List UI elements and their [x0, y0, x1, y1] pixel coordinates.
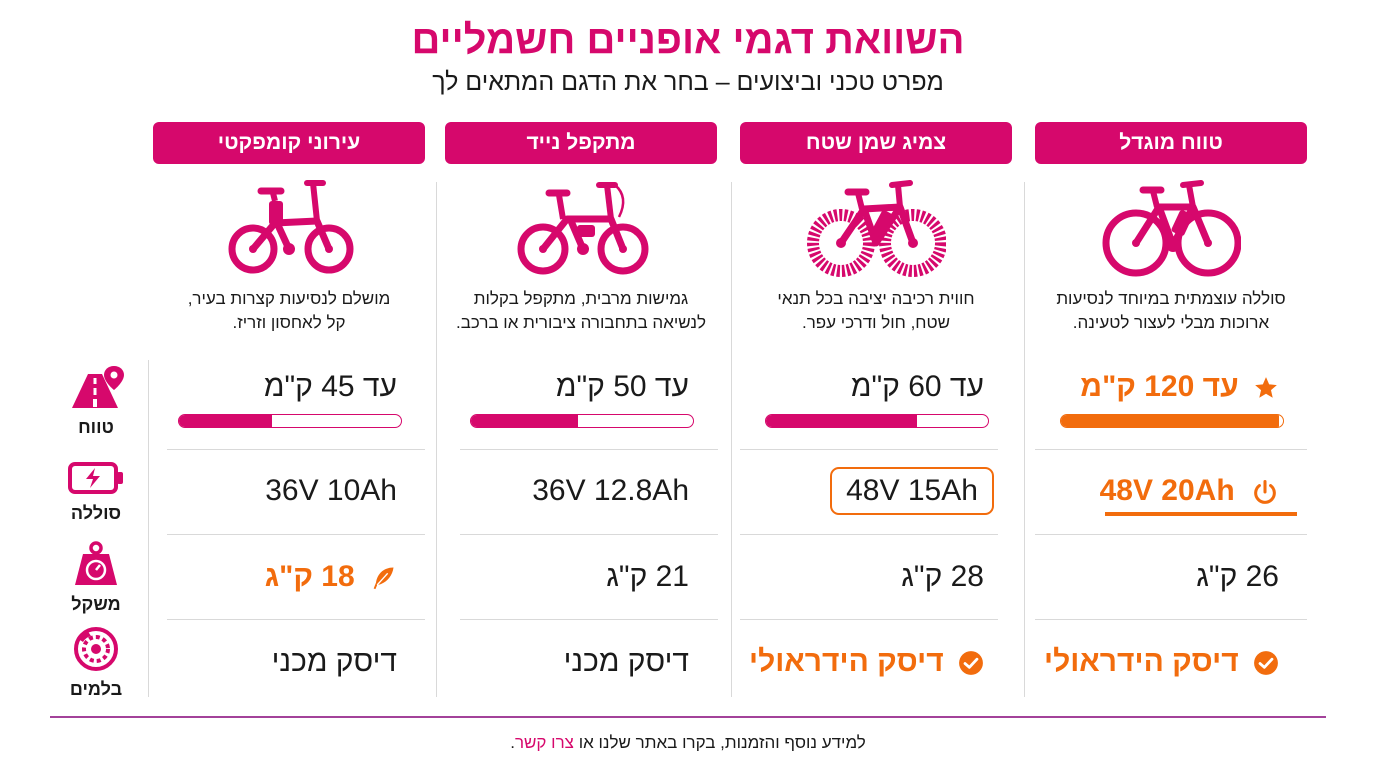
- row-divider: [460, 619, 718, 620]
- battery-text: 48V 20Ah: [1099, 474, 1235, 507]
- brakes-value: דיסק מכני: [271, 645, 397, 678]
- model-header: עירוני קומפקטי: [153, 122, 425, 164]
- row-divider: [740, 534, 998, 535]
- row-divider: [1035, 619, 1307, 620]
- row-divider: [167, 619, 425, 620]
- brake-disc-icon: [74, 627, 118, 671]
- row-divider: [1035, 534, 1307, 535]
- contact-link[interactable]: צרו קשר: [514, 733, 574, 752]
- road-pin-icon: [72, 366, 124, 408]
- weight-text: 18 ק"ג: [264, 560, 355, 593]
- row-label-text: בלמים: [69, 679, 123, 699]
- brakes-value: דיסק הידראולי: [740, 645, 1012, 679]
- page-title: השוואת דגמי אופניים חשמליים: [411, 18, 965, 62]
- description-line: ארוכות מבלי לעצור לטעינה.: [1072, 313, 1270, 332]
- range-value: עד 50 ק"מ: [555, 370, 689, 403]
- row-label-text: משקל: [71, 594, 121, 614]
- model-header: צמיג שמן שטח: [740, 122, 1012, 164]
- description-line: קל לאחסון וזריז.: [232, 313, 346, 332]
- model-description: גמישות מרבית, מתקפל בקלות לנשיאה בתחבורה…: [451, 287, 711, 335]
- row-divider: [167, 449, 425, 450]
- row-divider: [167, 534, 425, 535]
- row-divider: [460, 449, 718, 450]
- description-line: לנשיאה בתחבורה ציבורית או ברכב.: [456, 313, 706, 332]
- weight-value: 26 ק"ג: [1196, 560, 1279, 593]
- model-description: חווית רכיבה יציבה בכל תנאי שטח, חול ודרכ…: [746, 287, 1006, 335]
- battery-icon: [68, 462, 123, 494]
- model-header: טווח מוגדל: [1035, 122, 1307, 164]
- footer-text: למידע נוסף והזמנות, בקרו באתר שלנו או: [578, 733, 866, 752]
- check-circle-icon: [959, 651, 983, 675]
- range-text: עד 120 ק"מ: [1080, 370, 1239, 403]
- brakes-text: דיסק הידראולי: [749, 645, 944, 678]
- row-label-weight: משקל: [64, 541, 128, 615]
- description-line: שטח, חול ודרכי עפר.: [801, 313, 951, 332]
- column-separator: [1024, 182, 1025, 697]
- range-bar-fill: [766, 415, 917, 427]
- page-subtitle: מפרט טכני וביצועים – בחר את הדגם המתאים …: [432, 68, 944, 96]
- check-circle-icon: [1254, 651, 1278, 675]
- weight-value: 21 ק"ג: [606, 560, 689, 593]
- row-label-range: טווח: [64, 364, 128, 438]
- battery-value: 48V 20Ah: [1035, 474, 1307, 508]
- brakes-text: דיסק הידראולי: [1044, 645, 1239, 678]
- range-bar: [1060, 414, 1284, 428]
- description-line: חווית רכיבה יציבה בכל תנאי: [777, 289, 975, 308]
- range-value: עד 60 ק"מ: [850, 370, 984, 403]
- brakes-value: דיסק הידראולי: [1035, 645, 1307, 679]
- range-bar-fill: [471, 415, 578, 427]
- description-line: מושלם לנסיעות קצרות בעיר,: [187, 289, 391, 308]
- bike-icon: [228, 180, 354, 274]
- range-bar-fill: [179, 415, 273, 427]
- range-bar: [470, 414, 694, 428]
- model-description: מושלם לנסיעות קצרות בעיר, קל לאחסון וזרי…: [159, 287, 419, 335]
- column-separator: [436, 182, 437, 697]
- weight-value: 28 ק"ג: [901, 560, 984, 593]
- column-separator: [731, 182, 732, 697]
- row-divider: [740, 619, 998, 620]
- bike-icon: [517, 182, 649, 275]
- row-divider: [740, 449, 998, 450]
- weight-icon: [75, 541, 117, 585]
- description-line: סוללה עוצמתית במיוחד לנסיעות: [1056, 289, 1286, 308]
- power-icon: [1254, 480, 1276, 504]
- battery-highlight-underline: [1105, 512, 1297, 516]
- row-label-battery: סוללה: [64, 460, 128, 524]
- row-divider: [460, 534, 718, 535]
- description-line: גמישות מרבית, מתקפל בקלות: [473, 289, 689, 308]
- battery-value: 36V 10Ah: [265, 474, 397, 507]
- model-column-folding: מתקפל נייד גמישות מרבית, מתקפל בקלות לנש…: [445, 122, 718, 697]
- range-bar: [178, 414, 402, 428]
- model-header: מתקפל נייד: [445, 122, 717, 164]
- model-column-extended-range: טווח מוגדל סוללה עוצמתית במיוחד לנסיעות …: [1035, 122, 1307, 697]
- range-value: עד 45 ק"מ: [263, 370, 397, 403]
- footer-divider: [50, 716, 1326, 718]
- footer-note: למידע נוסף והזמנות, בקרו באתר שלנו או צר…: [0, 733, 1376, 753]
- weight-value: 18 ק"ג: [153, 560, 425, 594]
- model-column-fat-tire: צמיג שמן שטח חווית רכיבה יציבה בכל תנאי …: [740, 122, 1012, 697]
- column-separator: [148, 360, 149, 697]
- row-label-brakes: בלמים: [64, 626, 128, 700]
- range-bar: [765, 414, 989, 428]
- range-bar-fill: [1061, 415, 1279, 427]
- battery-value: 36V 12.8Ah: [532, 474, 689, 507]
- row-label-text: סוללה: [70, 503, 122, 523]
- star-icon: [1255, 377, 1277, 398]
- range-value: עד 120 ק"מ: [1035, 370, 1307, 404]
- brakes-value: דיסק מכני: [563, 645, 689, 678]
- footer-end: .: [510, 733, 515, 752]
- feather-icon: [373, 567, 394, 590]
- battery-value: 48V 15Ah: [830, 467, 994, 515]
- bike-icon: [1102, 180, 1241, 277]
- model-description: סוללה עוצמתית במיוחד לנסיעות ארוכות מבלי…: [1041, 287, 1301, 335]
- row-label-text: טווח: [78, 417, 114, 437]
- row-divider: [1035, 449, 1307, 450]
- bike-icon: [807, 180, 946, 277]
- model-column-compact-urban: עירוני קומפקטי מושלם לנסיעות קצרות בעיר,…: [153, 122, 425, 697]
